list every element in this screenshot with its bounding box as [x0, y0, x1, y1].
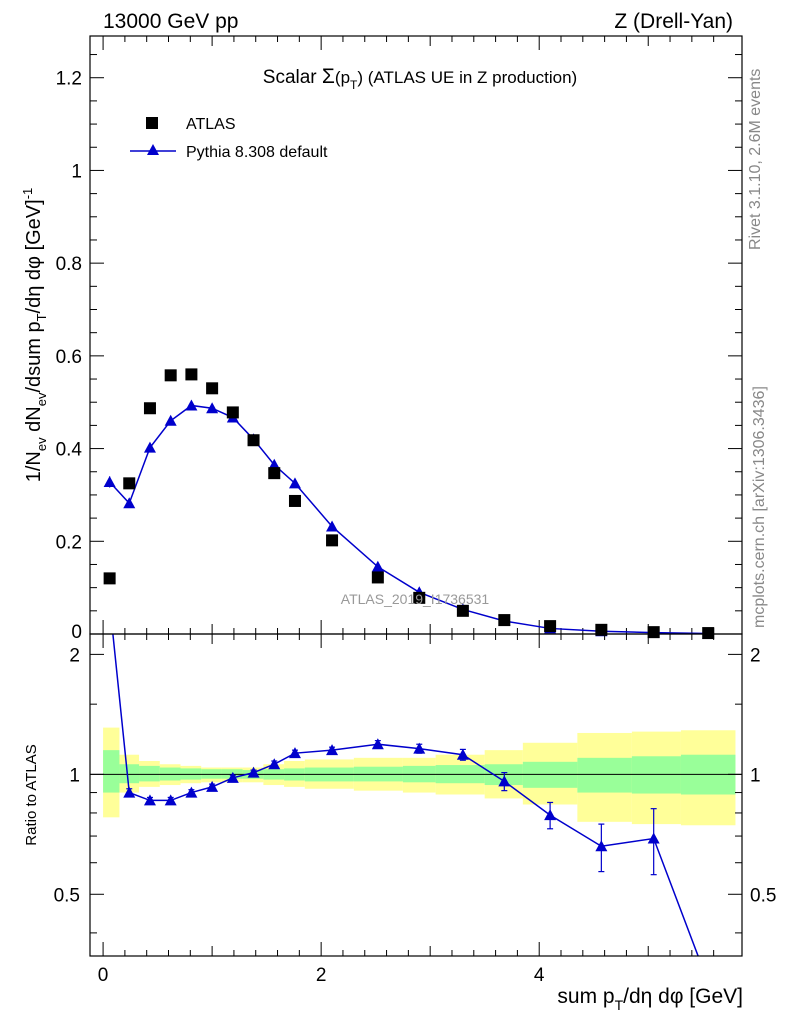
ratio-y-tick-label: 2: [69, 645, 80, 666]
main-ylabel: 1/Nev dNev/dsum pT/dη dφ [GeV]-1: [20, 188, 49, 483]
y-tick-label: 0.2: [56, 532, 82, 553]
ratio-frame: [89, 633, 743, 957]
atlas-point: [247, 434, 260, 447]
ratio-point: [268, 758, 281, 770]
atlas-point: [456, 604, 469, 617]
ratio-y-tick-label: 0.5: [54, 885, 80, 906]
y-tick-label: 0.8: [56, 254, 82, 275]
ratio-clipped-group: [112, 634, 699, 956]
y-tick-label: 1: [71, 161, 82, 182]
atlas-point: [498, 614, 511, 627]
x-tick-label: 2: [316, 965, 327, 986]
mc-point: [164, 414, 177, 426]
ratio-point: [123, 786, 136, 798]
ratio-point: [413, 742, 426, 754]
x-tick-label: 0: [98, 965, 109, 986]
mcplots-label: mcplots.cern.ch [arXiv:1306.3436]: [751, 386, 768, 628]
inner-uncertainty-band: [103, 750, 120, 793]
ratio-bands: [90, 727, 742, 826]
legend: ATLAS Pythia 8.308 default: [130, 116, 328, 161]
chart-title: Scalar Σ(pT) (ATLAS UE in Z production): [263, 65, 577, 92]
ratio-ticks: 0.5 0.5 1 1 2 2 0 2 4: [54, 634, 776, 986]
atlas-point: [544, 620, 557, 633]
atlas-point: [413, 591, 426, 604]
atlas-point: [268, 467, 281, 480]
mc-point: [185, 399, 198, 411]
mc-point: [371, 560, 384, 572]
x-tick-label: 4: [534, 965, 545, 986]
mc-point: [103, 475, 116, 487]
legend-marker-atlas: [146, 117, 158, 129]
mc-point: [268, 458, 281, 470]
inner-uncertainty-band: [119, 764, 140, 784]
ratio-panel: 0.5 0.5 1 1 2 2 0 2 4: [54, 633, 776, 986]
ratio-point: [456, 748, 469, 760]
y-tick-label: 0.6: [56, 347, 82, 368]
inner-uncertainty-band: [631, 756, 681, 794]
inner-uncertainty-band: [139, 765, 160, 782]
watermark: ATLAS_2019_I1736531: [341, 591, 490, 607]
ratio-point: [371, 738, 384, 750]
atlas-point: [647, 626, 660, 639]
ratio-point: [185, 786, 198, 798]
mc-point: [143, 441, 156, 453]
main-panel: 0.2 0.4 0.6 0.8 1 1.2 0: [56, 35, 743, 643]
atlas-point: [288, 494, 301, 507]
inner-uncertainty-band: [577, 757, 632, 793]
atlas-point: [595, 623, 608, 636]
y-zero-label: 0: [71, 622, 82, 643]
atlas-point: [206, 382, 219, 395]
ratio-point: [595, 840, 608, 852]
ratio-y-tick-label-right: 1: [750, 765, 761, 786]
ratio-point: [326, 744, 339, 756]
xlabel: sum pT/dη dφ [GeV]: [557, 985, 743, 1013]
process-label: Z (Drell-Yan): [614, 10, 733, 33]
ratio-point: [647, 832, 660, 844]
legend-label-atlas: ATLAS: [186, 116, 236, 133]
atlas-point: [326, 534, 339, 547]
mc-point: [123, 497, 136, 509]
legend-marker-mc: [147, 144, 159, 155]
ratio-point: [288, 747, 301, 759]
mc-point: [206, 402, 219, 414]
atlas-point: [103, 572, 116, 585]
atlas-point: [164, 369, 177, 382]
atlas-point: [702, 627, 715, 640]
rivet-label: Rivet 3.1.10, 2.6M events: [747, 69, 764, 250]
ratio-ylabel: Ratio to ATLAS: [23, 744, 40, 845]
ratio-y-tick-label: 1: [69, 765, 80, 786]
legend-label-mc: Pythia 8.308 default: [186, 144, 328, 161]
ratio-point: [206, 780, 219, 792]
atlas-point: [185, 368, 198, 381]
y-tick-label: 0.4: [56, 440, 83, 461]
ratio-point: [544, 809, 557, 821]
atlas-point: [371, 571, 384, 584]
atlas-point: [226, 406, 239, 419]
main-data-layer: [103, 368, 715, 640]
energy-label: 13000 GeV pp: [103, 10, 238, 33]
mc-point: [288, 477, 301, 489]
y-tick-label: 1.2: [56, 69, 82, 90]
ratio-y-tick-label-right: 0.5: [750, 885, 776, 906]
ratio-point: [498, 775, 511, 787]
atlas-point: [123, 477, 136, 490]
ratio-data-layer: [112, 634, 699, 956]
ratio-point: [247, 766, 260, 778]
ratio-point: [164, 794, 177, 806]
ratio-point: [226, 771, 239, 783]
ratio-y-tick-label-right: 2: [750, 645, 761, 666]
ratio-point: [143, 794, 156, 806]
main-ticks: 0.2 0.4 0.6 0.8 1 1.2 0: [56, 36, 742, 643]
mc-point: [326, 520, 339, 532]
atlas-point: [143, 402, 156, 415]
